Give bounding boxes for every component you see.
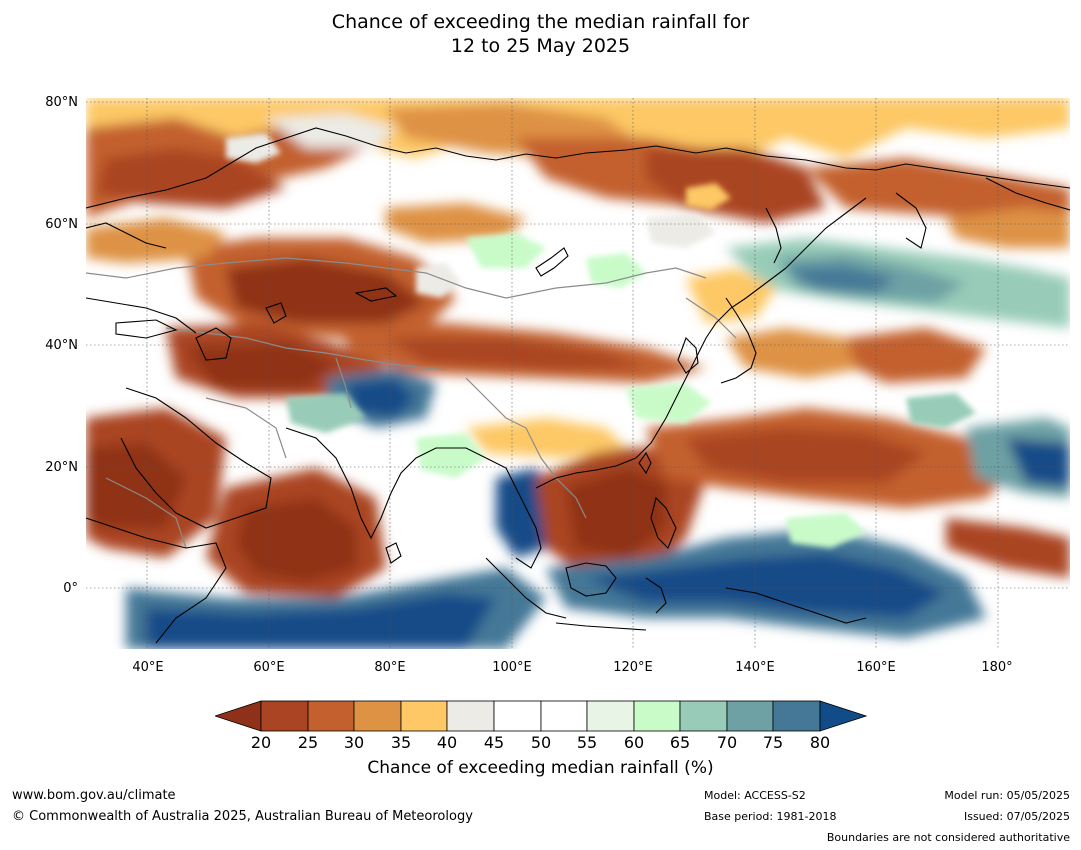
colorbar-cell-30-35 bbox=[353, 700, 402, 732]
colorbar-label: Chance of exceeding median rainfall (%) bbox=[367, 758, 714, 778]
colorbar-tick-55: 55 bbox=[576, 733, 598, 752]
colorbar-cell-20-25 bbox=[260, 700, 309, 732]
lon-label-100e: 100°E bbox=[492, 660, 532, 675]
lat-label-0: 0° bbox=[63, 581, 78, 596]
lon-label-80e: 80°E bbox=[374, 660, 406, 675]
lat-label-40n: 40°N bbox=[45, 338, 78, 353]
footer-url: www.bom.gov.au/climate bbox=[12, 788, 176, 803]
rainfall-accents bbox=[226, 133, 976, 548]
colorbar-cell-55-60 bbox=[586, 700, 635, 732]
colorbar-cell-45-50 bbox=[493, 700, 542, 732]
colorbar-cell-60-65 bbox=[633, 700, 681, 732]
colorbar-cell-25-30 bbox=[307, 700, 355, 732]
colorbar-cell-70-75 bbox=[726, 700, 774, 732]
colorbar-tick-25: 25 bbox=[297, 733, 319, 752]
colorbar-arrow-high bbox=[819, 700, 868, 732]
coastlines bbox=[86, 127, 1070, 644]
lat-label-60n: 60°N bbox=[45, 217, 78, 232]
colorbar-arrow-low bbox=[213, 700, 262, 732]
graticule bbox=[86, 98, 1070, 649]
lon-label-160e: 160°E bbox=[856, 660, 896, 675]
footer-model: Model: ACCESS-S2 bbox=[704, 789, 806, 802]
colorbar-tick-50: 50 bbox=[530, 733, 552, 752]
title-line-2: 12 to 25 May 2025 bbox=[450, 35, 631, 57]
footer-copyright: © Commonwealth of Australia 2025, Austra… bbox=[12, 809, 473, 824]
colorbar-cell-65-70 bbox=[679, 700, 728, 732]
lon-label-140e: 140°E bbox=[735, 660, 775, 675]
colorbar-svg bbox=[213, 700, 868, 732]
rainfall-field bbox=[86, 98, 1070, 649]
lon-label-40e: 40°E bbox=[132, 660, 164, 675]
map-canvas bbox=[86, 98, 1070, 649]
title-line-1: Chance of exceeding the median rainfall … bbox=[331, 11, 750, 33]
colorbar-cell-75-80 bbox=[772, 700, 821, 732]
footer-model-run: Model run: 05/05/2025 bbox=[944, 789, 1070, 802]
country-boundaries bbox=[86, 257, 737, 549]
rainfall-probability-map bbox=[86, 98, 1070, 649]
footer-base-period: Base period: 1981-2018 bbox=[704, 810, 837, 823]
colorbar-cell-50-55 bbox=[540, 700, 588, 732]
lat-label-80n: 80°N bbox=[45, 95, 78, 110]
lat-label-20n: 20°N bbox=[45, 460, 78, 475]
colorbar-tick-75: 75 bbox=[762, 733, 784, 752]
colorbar-tick-35: 35 bbox=[390, 733, 412, 752]
lon-label-60e: 60°E bbox=[253, 660, 285, 675]
chart-title: Chance of exceeding the median rainfall … bbox=[0, 10, 1081, 58]
colorbar-cell-40-45 bbox=[446, 700, 495, 732]
colorbar-cell-35-40 bbox=[400, 700, 448, 732]
lon-label-120e: 120°E bbox=[613, 660, 653, 675]
colorbar-tick-60: 60 bbox=[623, 733, 645, 752]
colorbar bbox=[213, 700, 868, 736]
lon-label-180: 180° bbox=[981, 660, 1013, 675]
colorbar-tick-40: 40 bbox=[436, 733, 458, 752]
colorbar-tick-30: 30 bbox=[343, 733, 365, 752]
colorbar-tick-20: 20 bbox=[250, 733, 272, 752]
footer-disclaimer: Boundaries are not considered authoritat… bbox=[826, 831, 1070, 844]
colorbar-tick-70: 70 bbox=[716, 733, 738, 752]
colorbar-tick-80: 80 bbox=[809, 733, 831, 752]
colorbar-tick-65: 65 bbox=[669, 733, 691, 752]
colorbar-tick-45: 45 bbox=[483, 733, 505, 752]
footer-issued: Issued: 07/05/2025 bbox=[963, 810, 1070, 823]
